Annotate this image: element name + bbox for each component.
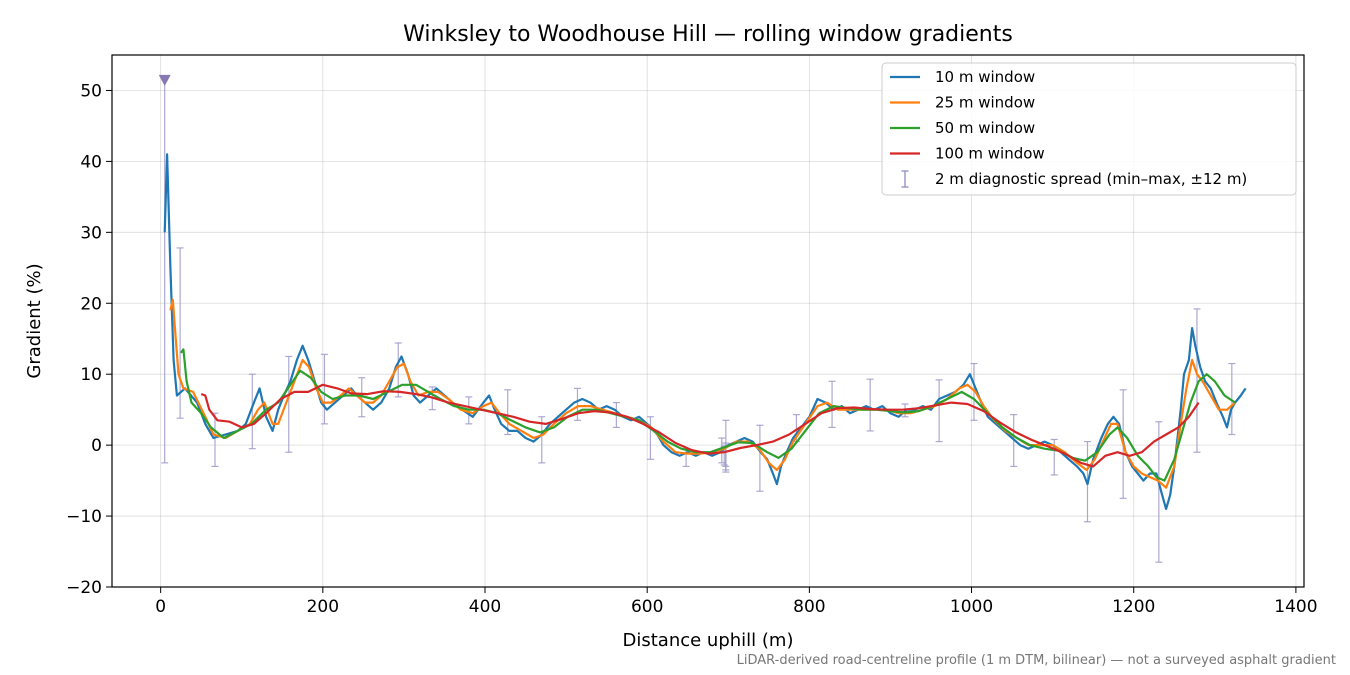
- series-lines: [163, 153, 1247, 511]
- y-tick-label: 30: [80, 223, 102, 243]
- plot-frame: [111, 54, 1305, 588]
- legend-label: 2 m diagnostic spread (min–max, ±12 m): [935, 170, 1247, 188]
- errorbar: [285, 355, 293, 453]
- x-tick-label: 1400: [1274, 597, 1317, 617]
- x-tick-label: 1000: [950, 597, 993, 617]
- errorbar: [828, 380, 836, 428]
- legend-label: 100 m window: [935, 145, 1045, 163]
- legend-entry: 25 m window: [890, 94, 1035, 112]
- legend-label: 50 m window: [935, 119, 1035, 137]
- footnote: LiDAR-derived road-centreline profile (1…: [737, 653, 1336, 668]
- errorbar: [161, 79, 169, 464]
- errorbar: [1228, 362, 1236, 436]
- x-tick-label: 400: [469, 597, 501, 617]
- x-tick-label: 800: [793, 597, 825, 617]
- legend-entry: 10 m window: [890, 68, 1035, 86]
- y-axis: −20 −10 0 10 20 30 40 50: [66, 81, 112, 598]
- y-tick-label: 10: [80, 365, 102, 385]
- legend-entry: 100 m window: [890, 145, 1045, 163]
- errorbar: [1155, 421, 1163, 563]
- y-tick-label: −10: [66, 507, 102, 527]
- errorbar: [935, 379, 943, 443]
- legend-entry: 50 m window: [890, 119, 1035, 137]
- y-tick-label: 40: [80, 152, 102, 172]
- y-tick-label: 50: [80, 81, 102, 101]
- x-tick-label: 1200: [1112, 597, 1155, 617]
- errorbar: [1193, 308, 1201, 453]
- y-axis-label: Gradient (%): [24, 263, 45, 378]
- x-tick-label: 600: [631, 597, 663, 617]
- legend: 10 m window 25 m window 50 m window 100 m w…: [881, 62, 1297, 196]
- legend-entry: 2 m diagnostic spread (min–max, ±12 m): [901, 170, 1247, 188]
- clipped-marker: [158, 74, 171, 86]
- chart-title: Winksley to Woodhouse Hill — rolling win…: [403, 22, 1013, 47]
- y-tick-label: −20: [66, 578, 102, 598]
- y-tick-label: 0: [91, 436, 102, 456]
- errorbar: [756, 424, 764, 492]
- errorbar: [320, 353, 328, 425]
- legend-label: 25 m window: [935, 94, 1035, 112]
- legend-label: 10 m window: [935, 68, 1035, 86]
- x-tick-label: 200: [307, 597, 339, 617]
- y-tick-label: 20: [80, 294, 102, 314]
- errorbar: [866, 378, 874, 432]
- x-axis: 0 200 400 600 800 1000 1200 1400: [155, 587, 1318, 617]
- errorbar: [504, 389, 512, 436]
- x-axis-label: Distance uphill (m): [623, 630, 794, 651]
- series-line: [163, 153, 1247, 511]
- errorbar: [573, 387, 581, 421]
- x-tick-label: 0: [155, 597, 166, 617]
- errorbar: [176, 247, 184, 419]
- series-line: [180, 348, 1236, 482]
- series-line: [200, 383, 1200, 468]
- legend-box: [881, 62, 1297, 196]
- errorbar: [646, 416, 654, 460]
- errorbar: [248, 373, 256, 450]
